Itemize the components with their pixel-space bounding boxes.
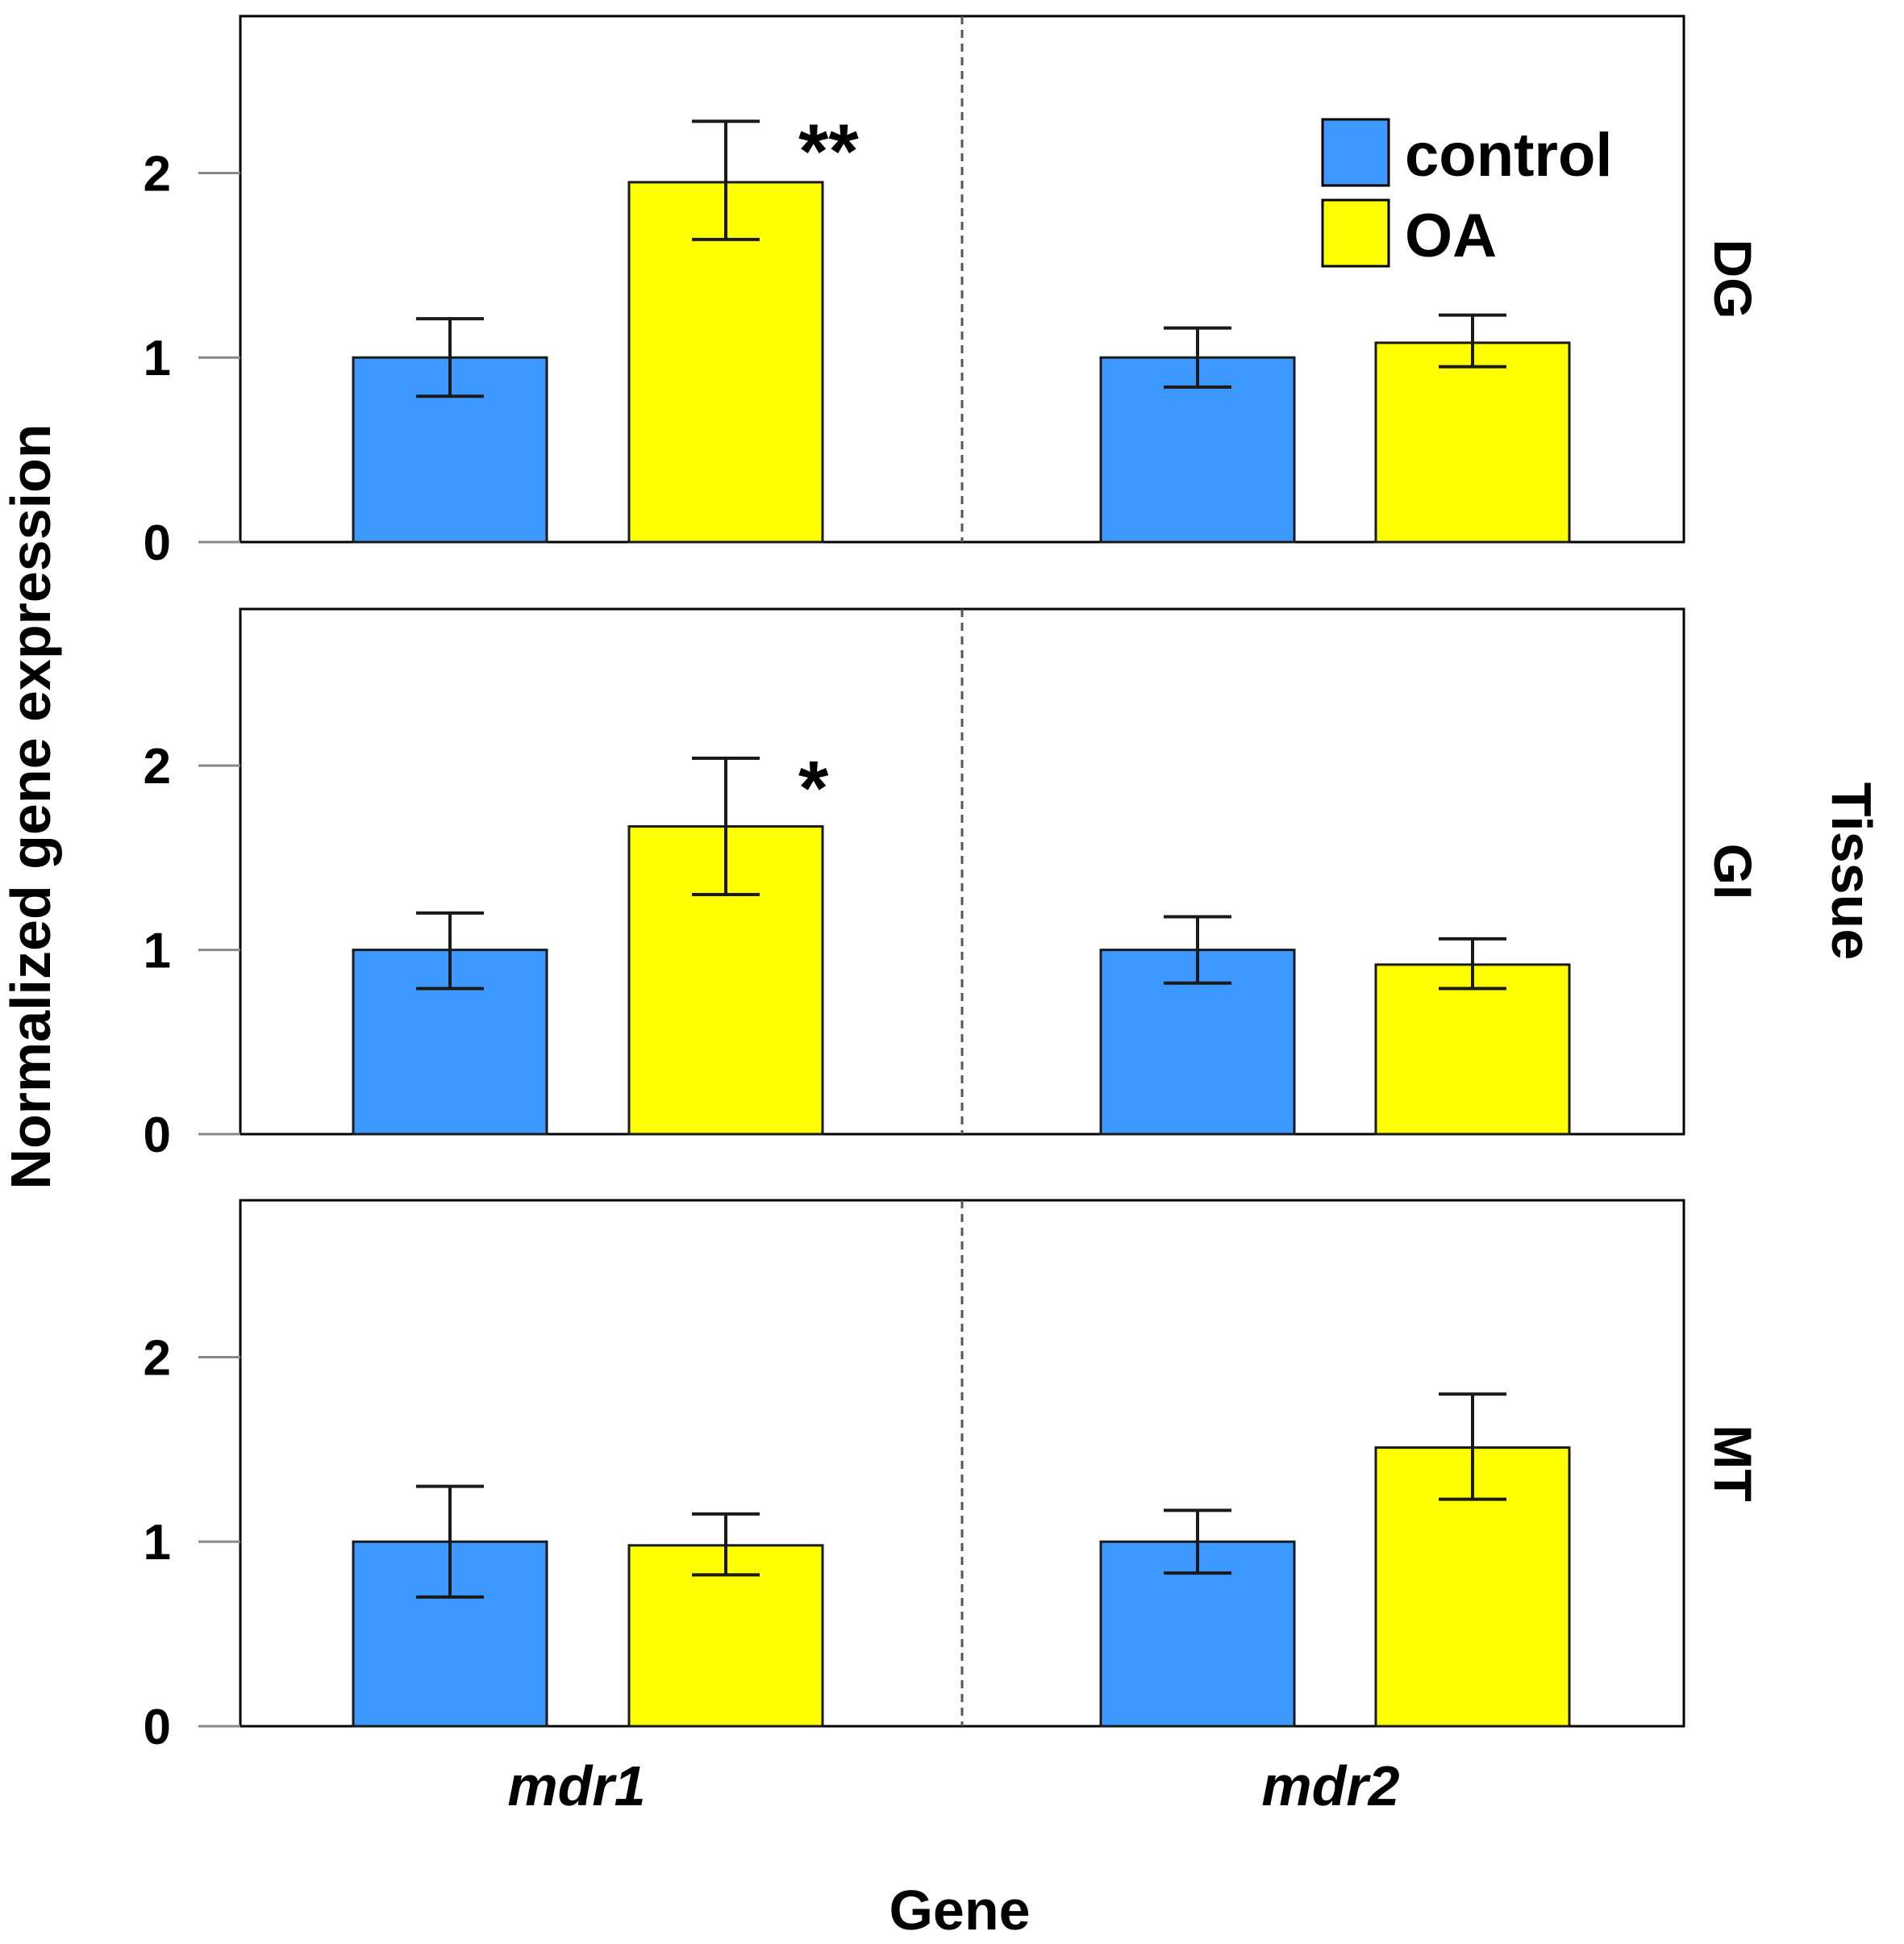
legend-label-oa: OA: [1405, 202, 1497, 270]
y-tick-label-dg-0: 0: [144, 515, 171, 571]
y-tick-label-gi-1: 1: [144, 924, 171, 979]
y-tick-label-dg-1: 1: [144, 331, 171, 386]
bar-dg-mdr1-oa: [627, 181, 824, 544]
facet-label-gi: GI: [1703, 844, 1763, 900]
y-axis-title: Normalized gene expression: [0, 423, 62, 1189]
x-tick-label-mdr2: mdr2: [1261, 1754, 1399, 1817]
bar-mt-mdr1-control: [352, 1540, 548, 1728]
x-axis-title: Gene: [889, 1879, 1030, 1942]
legend-swatch-oa: [1321, 198, 1390, 268]
y-tick-label-gi-2: 2: [144, 739, 171, 795]
y-tick-label-mt-1: 1: [144, 1515, 171, 1571]
bar-gi-mdr2-oa: [1374, 963, 1571, 1136]
bar-dg-mdr2-oa: [1374, 341, 1571, 544]
y-tick-label-mt-0: 0: [144, 1700, 171, 1755]
significance-label-dg-0: **: [798, 108, 859, 194]
panels-layer: 0 1 2 ** DG 0 1 2 * GI 0 1 2 MT: [144, 15, 1763, 1755]
y-tick-label-dg-2: 2: [144, 146, 171, 202]
x-tick-label-mdr1: mdr1: [507, 1754, 645, 1817]
facet-axis-title: Tissue: [1820, 782, 1883, 961]
legend-label-control: control: [1405, 121, 1613, 190]
legend: control OA: [1321, 118, 1613, 270]
panel-gi: 0 1 2 * GI: [144, 607, 1763, 1163]
facet-label-mt: MT: [1703, 1425, 1763, 1501]
panel-dg: 0 1 2 ** DG: [144, 15, 1763, 571]
y-tick-label-mt-2: 2: [144, 1330, 171, 1386]
significance-label-gi-0: *: [798, 745, 829, 832]
legend-swatch-control: [1321, 118, 1390, 187]
y-tick-label-gi-0: 0: [144, 1108, 171, 1163]
panel-mt: 0 1 2 MT: [144, 1199, 1763, 1755]
facet-label-dg: DG: [1703, 240, 1763, 319]
bar-mt-mdr2-oa: [1374, 1446, 1571, 1728]
